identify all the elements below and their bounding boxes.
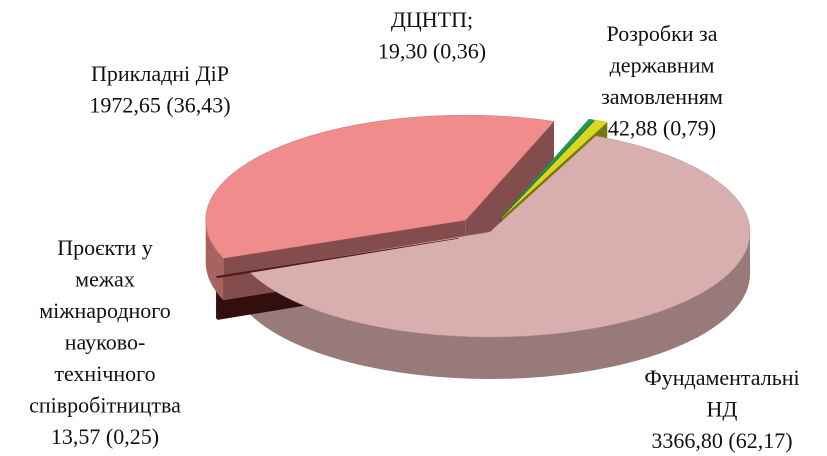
category-line: Фундаментальні xyxy=(644,365,799,390)
category-label: ДЦНТП; xyxy=(391,7,473,32)
value-label: 1972,65 (36,43) xyxy=(89,93,230,118)
category-line: міжнародного xyxy=(39,298,171,323)
slice xyxy=(501,119,608,219)
category-line: технічного xyxy=(54,361,155,386)
category-line: НД xyxy=(707,397,738,422)
category-line: замовленням xyxy=(601,84,723,109)
category-label: Проєкти у межах міжнародного науково-техніч… xyxy=(29,235,181,418)
slice-side xyxy=(205,220,224,301)
category-line: Розробки за xyxy=(607,21,718,46)
slice-side xyxy=(249,232,750,379)
value-label: 42,88 (0,79) xyxy=(608,116,716,141)
slice xyxy=(205,114,555,259)
category-line: межах xyxy=(75,267,135,292)
slice xyxy=(500,118,595,219)
category-label: Прикладні ДіР xyxy=(91,61,229,86)
category-line: Проєкти у xyxy=(57,235,153,260)
value-label: 19,30 (0,36) xyxy=(378,39,486,64)
value-label: 3366,80 (62,17) xyxy=(651,428,792,453)
slice xyxy=(215,238,459,279)
category-label: Фундаментальні НД xyxy=(644,365,799,422)
value-label: 13,57 (0,25) xyxy=(51,424,159,449)
slice-wall xyxy=(465,121,555,263)
category-line: науково- xyxy=(65,330,146,355)
category-line: ДЦНТП; xyxy=(391,7,473,32)
slice xyxy=(248,135,751,338)
category-line: державним xyxy=(610,53,715,78)
category-line: Прикладні ДіР xyxy=(91,61,229,86)
category-label: Розробки за державним замовленням xyxy=(601,21,723,109)
category-line: співробітництва xyxy=(29,393,181,418)
